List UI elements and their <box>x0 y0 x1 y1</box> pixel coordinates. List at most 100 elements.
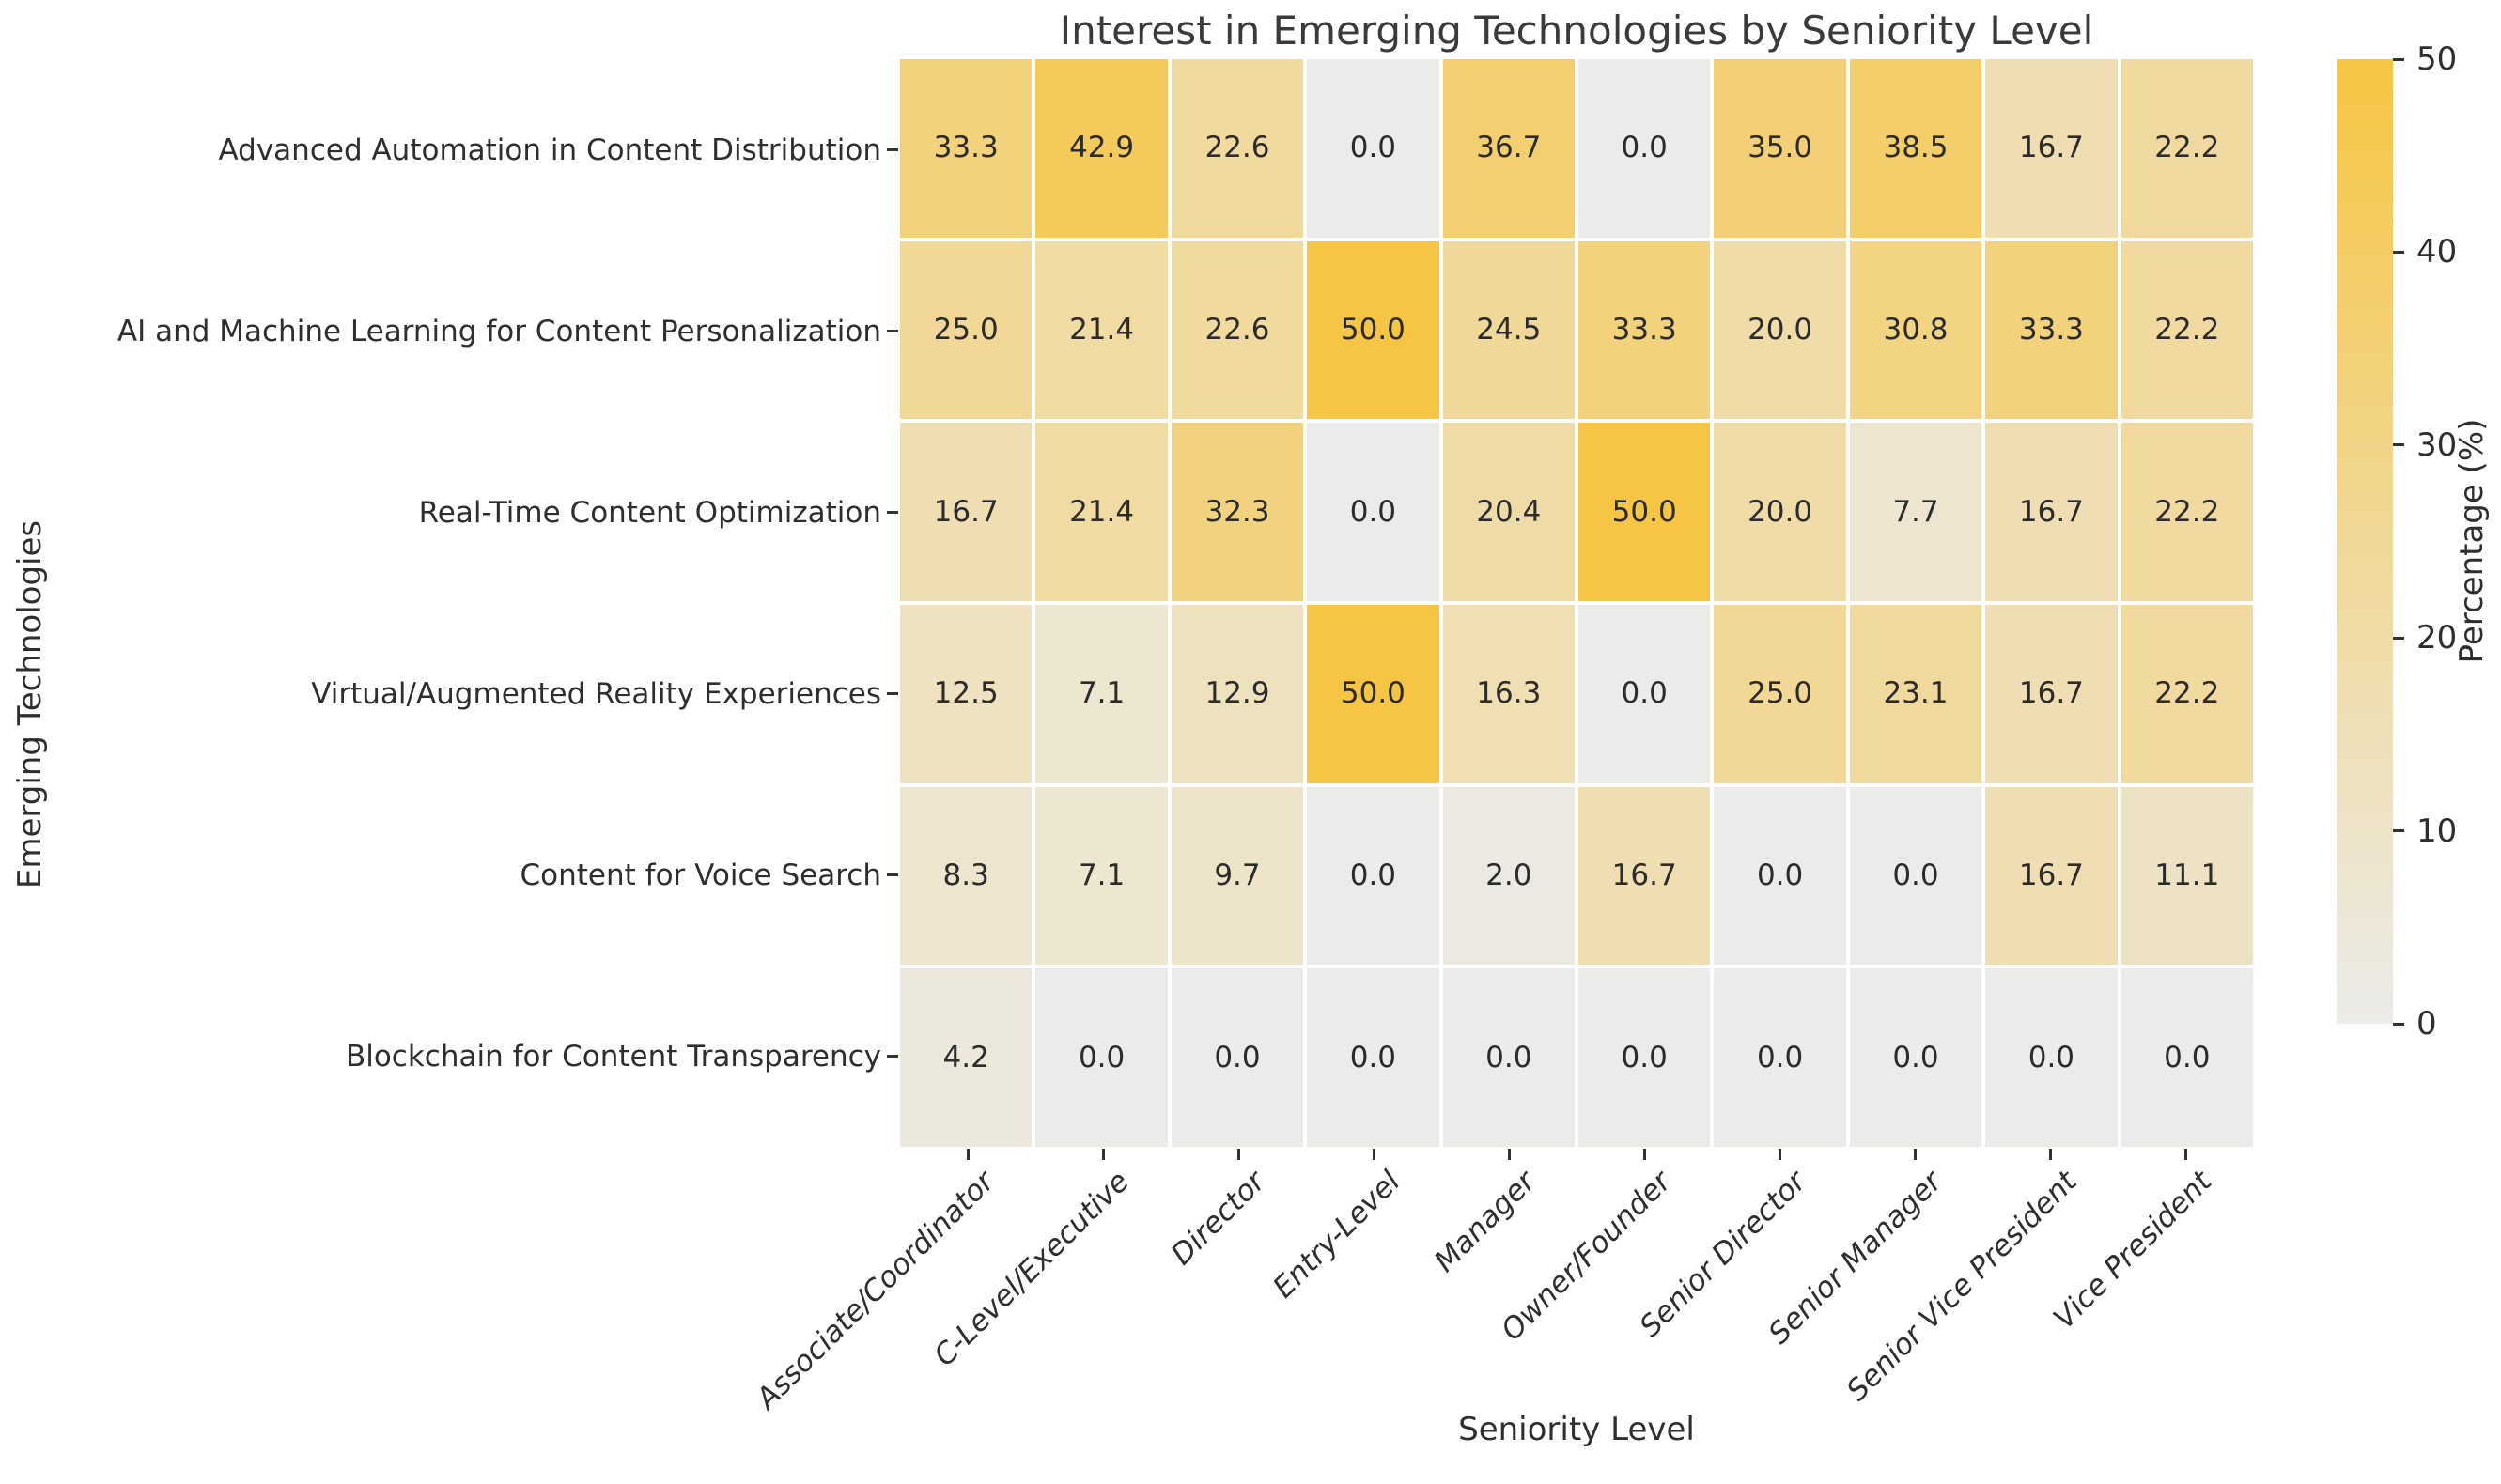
colorbar-gradient <box>2337 59 2393 1024</box>
cell-value: 0.0 <box>1349 494 1397 529</box>
heatmap-cell: 36.7 <box>1442 59 1575 238</box>
cell-value: 16.7 <box>2018 131 2084 165</box>
heatmap-cell: 0.0 <box>1849 786 1982 966</box>
cell-value: 30.8 <box>1883 312 1949 347</box>
colorbar-tick-label: 50 <box>2416 40 2458 78</box>
cell-value: 25.0 <box>933 312 999 347</box>
cell-value: 7.7 <box>1892 494 1939 529</box>
heatmap-grid: 33.3 42.9 22.6 0.0 36.7 0.0 35.0 38.5 16.7 22.2 25… <box>900 59 2253 1147</box>
heatmap-cell: 16.3 <box>1442 605 1575 783</box>
cell-value: 0.0 <box>1892 858 1939 892</box>
cell-value: 0.0 <box>1621 1040 1668 1074</box>
heatmap-cell: 32.3 <box>1171 423 1304 601</box>
cell-value: 50.0 <box>1340 676 1406 711</box>
cell-value: 50.0 <box>1340 312 1406 347</box>
row-label: Real-Time Content Optimization <box>418 495 881 530</box>
y-axis-tick <box>887 148 898 151</box>
heatmap-cell: 33.3 <box>1577 240 1711 420</box>
y-axis-tick <box>887 330 898 332</box>
y-axis-tick <box>887 1055 898 1058</box>
cell-value: 20.0 <box>1748 494 1813 529</box>
cell-value: 0.0 <box>1214 1040 1261 1074</box>
cell-value: 24.5 <box>1476 312 1542 347</box>
col-label: Senior Vice President <box>1840 1165 2084 1408</box>
cell-value: 22.6 <box>1204 312 1270 347</box>
y-axis-tick <box>887 873 898 876</box>
cell-value: 16.7 <box>1611 858 1677 892</box>
cell-value: 42.9 <box>1069 131 1135 165</box>
cell-value: 36.7 <box>1476 131 1542 165</box>
heatmap-cell: 16.7 <box>1985 59 2118 238</box>
colorbar-tick-label: 10 <box>2416 812 2458 850</box>
heatmap-cell: 8.3 <box>900 786 1033 966</box>
colorbar-tick <box>2393 829 2404 833</box>
colorbar-tick-label: 30 <box>2416 425 2458 464</box>
row-label: AI and Machine Learning for Content Pers… <box>117 314 881 348</box>
cell-value: 0.0 <box>1756 1040 1804 1074</box>
cell-value: 0.0 <box>1892 1040 1939 1074</box>
cell-value: 21.4 <box>1069 312 1135 347</box>
cell-value: 0.0 <box>2027 1040 2075 1074</box>
heatmap-cell: 50.0 <box>1307 605 1439 783</box>
heatmap-cell: 35.0 <box>1714 59 1846 238</box>
heatmap-cell: 23.1 <box>1849 605 1982 783</box>
cell-value: 20.0 <box>1748 312 1813 347</box>
row-label: Advanced Automation in Content Distribut… <box>218 132 882 167</box>
heatmap-cell: 22.2 <box>2120 240 2253 420</box>
colorbar-tick <box>2393 443 2404 447</box>
cell-value: 0.0 <box>1756 858 1804 892</box>
heatmap-cell: 0.0 <box>1442 968 1575 1147</box>
x-axis-tick <box>2183 1149 2187 1160</box>
colorbar-tick <box>2393 1022 2404 1026</box>
cell-value: 0.0 <box>1349 1040 1397 1074</box>
heatmap-cell: 11.1 <box>2120 786 2253 966</box>
heatmap-cell: 0.0 <box>1985 968 2118 1147</box>
cell-value: 16.3 <box>1476 676 1542 711</box>
x-axis-tick <box>1913 1149 1917 1160</box>
heatmap-cell: 33.3 <box>1985 240 2118 420</box>
cell-value: 0.0 <box>1349 131 1397 165</box>
cell-value: 20.4 <box>1476 494 1542 529</box>
heatmap-cell: 38.5 <box>1849 59 1982 238</box>
colorbar-tick <box>2393 250 2404 254</box>
heatmap-cell: 42.9 <box>1035 59 1168 238</box>
heatmap-cell: 4.2 <box>900 968 1033 1147</box>
cell-value: 16.7 <box>2018 858 2084 892</box>
col-label: Director <box>1164 1165 1272 1272</box>
heatmap-cell: 33.3 <box>900 59 1033 238</box>
cell-value: 7.1 <box>1078 676 1126 711</box>
heatmap-cell: 0.0 <box>1307 423 1439 601</box>
heatmap-cell: 7.7 <box>1849 423 1982 601</box>
x-axis-tick <box>966 1149 970 1160</box>
heatmap-cell: 0.0 <box>1714 968 1846 1147</box>
heatmap-cell: 0.0 <box>2120 968 2253 1147</box>
cell-value: 33.3 <box>933 131 999 165</box>
cell-value: 0.0 <box>2164 1040 2211 1074</box>
cell-value: 16.7 <box>2018 494 2084 529</box>
cell-value: 35.0 <box>1748 131 1813 165</box>
cell-value: 50.0 <box>1611 494 1677 529</box>
heatmap-cell: 22.2 <box>2120 605 2253 783</box>
cell-value: 0.0 <box>1349 858 1397 892</box>
x-axis-tick <box>1236 1149 1240 1160</box>
cell-value: 33.3 <box>2018 312 2084 347</box>
cell-value: 7.1 <box>1078 858 1126 892</box>
heatmap-cell: 0.0 <box>1307 786 1439 966</box>
cell-value: 21.4 <box>1069 494 1135 529</box>
heatmap-cell: 50.0 <box>1577 423 1711 601</box>
heatmap-cell: 0.0 <box>1577 59 1711 238</box>
col-label: Associate/Coordinator <box>750 1165 1002 1416</box>
heatmap-cell: 16.7 <box>1985 605 2118 783</box>
cell-value: 22.2 <box>2154 312 2220 347</box>
colorbar-tick <box>2393 636 2404 640</box>
heatmap-cell: 25.0 <box>1714 605 1846 783</box>
cell-value: 25.0 <box>1748 676 1813 711</box>
heatmap-cell: 22.6 <box>1171 59 1304 238</box>
cell-value: 33.3 <box>1611 312 1677 347</box>
x-axis-tick <box>2048 1149 2052 1160</box>
heatmap-cell: 12.9 <box>1171 605 1304 783</box>
col-label: Manager <box>1427 1165 1543 1279</box>
cell-value: 12.5 <box>933 676 999 711</box>
heatmap-cell: 7.1 <box>1035 605 1168 783</box>
